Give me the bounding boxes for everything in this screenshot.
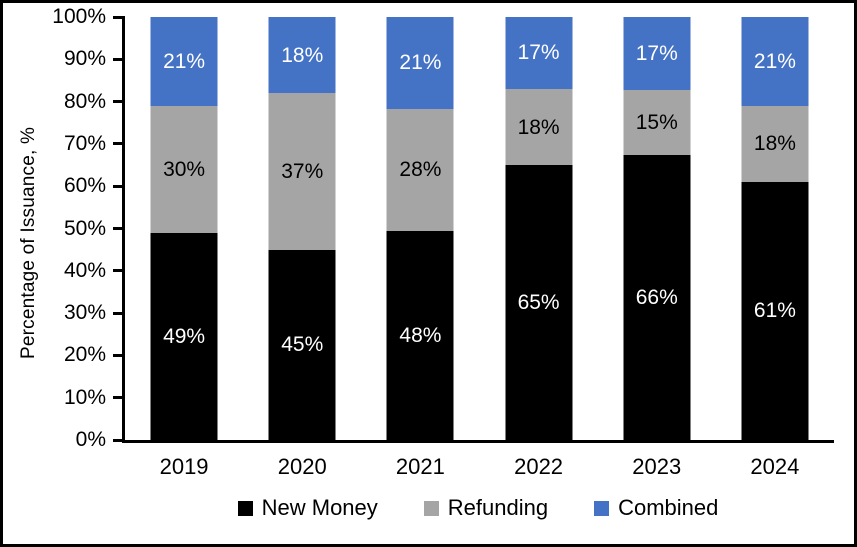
x-axis-label-2020: 2020 — [277, 454, 327, 479]
segment-refunding: 18% — [505, 88, 573, 166]
y-axis-tick — [113, 227, 125, 230]
data-label-combined-2021: 21% — [399, 51, 442, 75]
y-tick-label: 80% — [63, 89, 106, 113]
bar-slot-2023: 66% 15% 17% — [598, 17, 716, 440]
plot-area: 0% 10% 20% 30% 40% 50% 60% 70% 80% 90% 100% 49% 30% 2… — [52, 5, 834, 479]
x-axis-label-2024: 2024 — [750, 454, 800, 479]
y-axis-tick — [113, 142, 125, 146]
y-axis-tick — [113, 184, 125, 188]
segment-refunding: 18% — [741, 105, 809, 182]
legend-label-combined: Combined — [618, 495, 719, 520]
segment-refunding: 15% — [623, 90, 691, 156]
y-tick-label: 50% — [63, 216, 106, 240]
data-label-new-money-2021: 48% — [399, 323, 442, 347]
y-tick-label: 70% — [63, 131, 106, 155]
data-label-new-money-2023: 66% — [635, 286, 678, 310]
y-axis-tick — [113, 438, 125, 442]
y-tick-label: 60% — [63, 174, 106, 198]
data-label-refunding-2021: 28% — [399, 158, 442, 182]
y-axis-tick — [113, 100, 125, 104]
y-axis-tick — [113, 15, 125, 19]
segment-new-money: 66% — [623, 155, 691, 440]
legend-label-refunding: Refunding — [447, 495, 549, 520]
y-axis-tick — [113, 269, 125, 273]
chart-legend: New Money Refunding Combined — [122, 495, 834, 521]
stacked-bar-2022: 65% 18% 17% — [505, 17, 573, 440]
x-axis-label-2022: 2022 — [514, 454, 564, 479]
segment-combined: 21% — [741, 17, 809, 106]
data-label-refunding-2024: 18% — [753, 132, 796, 156]
stacked-bar-2020: 45% 37% 18% — [268, 17, 336, 440]
x-axis-label-2019: 2019 — [159, 454, 209, 479]
data-label-refunding-2019: 30% — [163, 157, 206, 181]
bar-slot-2019: 49% 30% 21% — [125, 17, 243, 440]
data-label-combined-2023: 17% — [635, 42, 678, 66]
data-label-new-money-2019: 49% — [163, 324, 206, 348]
stacked-bar-2023: 66% 15% 17% — [623, 17, 691, 440]
segment-new-money: 48% — [386, 230, 454, 440]
segment-new-money: 61% — [741, 181, 809, 440]
segment-combined: 21% — [386, 17, 454, 109]
legend-label-new-money: New Money — [261, 495, 378, 520]
legend-item-refunding: Refunding — [423, 495, 549, 521]
data-label-new-money-2020: 45% — [281, 333, 324, 357]
segment-refunding: 37% — [268, 93, 336, 250]
y-axis-tick — [113, 396, 125, 400]
y-axis-tick — [113, 311, 125, 315]
bar-slot-2021: 48% 28% 21% — [361, 17, 479, 440]
y-tick-label: 0% — [75, 428, 106, 451]
bar-slot-2024: 61% 18% 21% — [716, 17, 834, 440]
bar-slot-2022: 65% 18% 17% — [480, 17, 598, 440]
y-axis-tick — [113, 57, 125, 61]
y-tick-label: 100% — [52, 5, 106, 28]
y-tick-label: 20% — [63, 343, 106, 367]
data-label-refunding-2023: 15% — [635, 111, 678, 135]
bar-slot-2020: 45% 37% 18% — [243, 17, 361, 440]
y-tick-label: 40% — [63, 258, 106, 282]
segment-combined: 21% — [150, 17, 218, 106]
x-axis-label-2023: 2023 — [632, 454, 682, 479]
data-label-combined-2024: 21% — [753, 49, 796, 73]
legend-swatch-icon-refunding — [423, 500, 439, 516]
data-label-refunding-2020: 37% — [281, 159, 324, 183]
y-tick-label: 90% — [63, 47, 106, 71]
legend-swatch-icon-combined — [594, 500, 610, 516]
segment-combined: 17% — [623, 17, 691, 91]
data-label-refunding-2022: 18% — [517, 115, 560, 139]
data-label-combined-2022: 17% — [517, 41, 560, 65]
y-tick-label: 30% — [63, 301, 106, 325]
segment-combined: 18% — [268, 17, 336, 94]
data-label-new-money-2022: 65% — [517, 291, 560, 315]
stacked-bar-2024: 61% 18% 21% — [741, 17, 809, 440]
data-label-combined-2019: 21% — [163, 49, 206, 73]
segment-new-money: 49% — [150, 232, 218, 440]
segment-combined: 17% — [505, 17, 573, 89]
data-label-new-money-2024: 61% — [753, 299, 796, 323]
data-label-combined-2020: 18% — [281, 43, 324, 67]
segment-new-money: 45% — [268, 249, 336, 440]
x-axis-label-2021: 2021 — [395, 454, 445, 479]
y-axis-tick — [113, 353, 125, 357]
segment-new-money: 65% — [505, 165, 573, 440]
legend-swatch-icon-new-money — [237, 500, 253, 516]
stacked-bar-2019: 49% 30% 21% — [150, 17, 218, 440]
legend-item-new-money: New Money — [237, 495, 378, 521]
stacked-bar-2021: 48% 28% 21% — [386, 17, 454, 440]
segment-refunding: 30% — [150, 105, 218, 233]
segment-refunding: 28% — [386, 108, 454, 231]
y-tick-label: 10% — [63, 385, 106, 409]
legend-item-combined: Combined — [594, 495, 718, 521]
